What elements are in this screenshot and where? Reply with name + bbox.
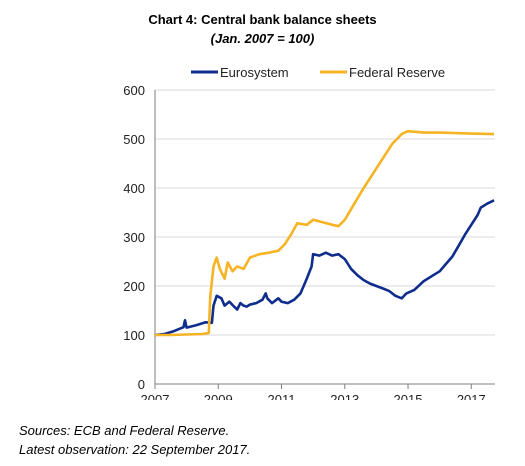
legend-label-eurosystem: Eurosystem — [220, 65, 289, 80]
y-tick-label: 500 — [123, 132, 145, 147]
y-axis: 0 100 200 300 400 500 600 — [123, 83, 495, 392]
legend-label-federal-reserve: Federal Reserve — [349, 65, 445, 80]
sources-note: Sources: ECB and Federal Reserve. — [19, 423, 230, 438]
x-tick-label: 2007 — [141, 392, 170, 400]
series-group — [154, 129, 495, 337]
y-tick-label: 100 — [123, 328, 145, 343]
y-tick-label: 200 — [123, 279, 145, 294]
line-chart: Eurosystem Federal Reserve 0 100 200 300 400… — [123, 65, 495, 400]
x-tick-label: 2015 — [394, 392, 423, 400]
x-tick-label: 2011 — [268, 392, 296, 400]
y-tick-label: 0 — [138, 377, 145, 392]
chart-subtitle: (Jan. 2007 = 100) — [210, 31, 315, 46]
x-tick-label: 2017 — [457, 392, 486, 400]
series-line-eurosystem — [154, 199, 495, 337]
x-tick-label: 2009 — [204, 392, 233, 400]
x-axis: 2007 2009 2011 2013 2015 2017 — [141, 384, 486, 400]
y-tick-label: 400 — [123, 181, 145, 196]
latest-observation-note: Latest observation: 22 September 2017. — [19, 442, 251, 457]
series-line-federal-reserve — [155, 129, 495, 337]
y-tick-label: 300 — [123, 230, 145, 245]
y-tick-label: 600 — [123, 83, 145, 98]
grid — [155, 89, 495, 336]
chart-title: Chart 4: Central bank balance sheets — [148, 12, 377, 27]
x-tick-label: 2013 — [330, 392, 359, 400]
legend: Eurosystem Federal Reserve — [191, 65, 445, 80]
